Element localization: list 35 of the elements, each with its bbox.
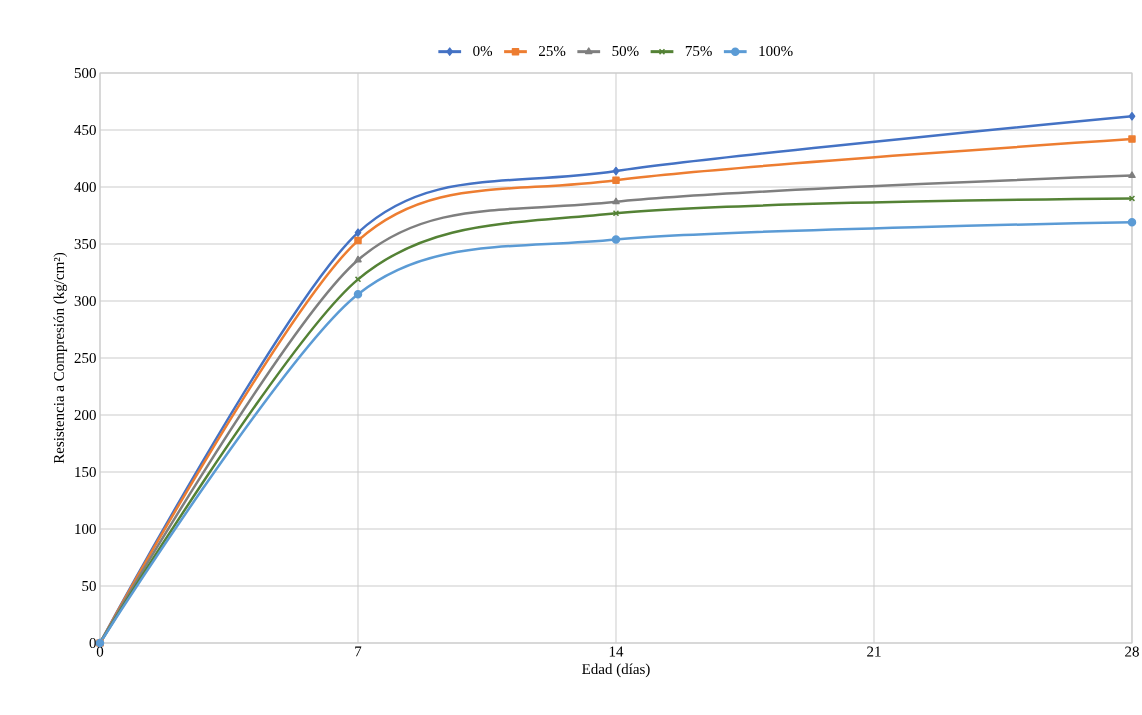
y-tick-label: 450: [74, 124, 96, 136]
legend-label: 25%: [539, 45, 566, 57]
point: [1127, 218, 1137, 227]
legend-label: 0%: [473, 45, 493, 57]
point: [611, 235, 621, 244]
point: [1128, 112, 1136, 121]
y-tick-label: 250: [74, 352, 96, 364]
y-tick-label: 150: [75, 466, 96, 478]
x-tick-label: 0: [96, 646, 104, 657]
y-tick-label: 350: [74, 238, 96, 250]
point: [353, 289, 363, 299]
point: [612, 197, 620, 205]
point: [612, 166, 620, 176]
y-tick-label: 400: [74, 181, 96, 193]
x-tick-label: 14: [609, 646, 624, 657]
x-tick-label: 7: [355, 646, 362, 657]
x-tick-label: 21: [867, 646, 881, 657]
legend-label: 50%: [612, 45, 639, 57]
y-tick-label: 300: [74, 295, 96, 307]
point: [1128, 135, 1136, 143]
y-tick-label: 500: [74, 67, 96, 79]
legend-label: 75%: [685, 45, 712, 57]
point: [1128, 171, 1136, 179]
x-tick-label: 28: [1125, 646, 1139, 657]
point: [612, 176, 620, 184]
y-tick-label: 50: [82, 580, 96, 592]
y-tick-label: 0: [89, 637, 96, 649]
y-tick-label: 100: [75, 523, 96, 535]
x-axis-title: Edad (días): [582, 663, 650, 678]
y-tick-label: 200: [74, 409, 96, 421]
legend-label: 100%: [759, 45, 793, 57]
point: [354, 255, 362, 263]
point: [354, 228, 362, 237]
point: [354, 236, 362, 245]
y-axis-title: Resistencia a Compresión (kg/cm²): [53, 252, 68, 464]
